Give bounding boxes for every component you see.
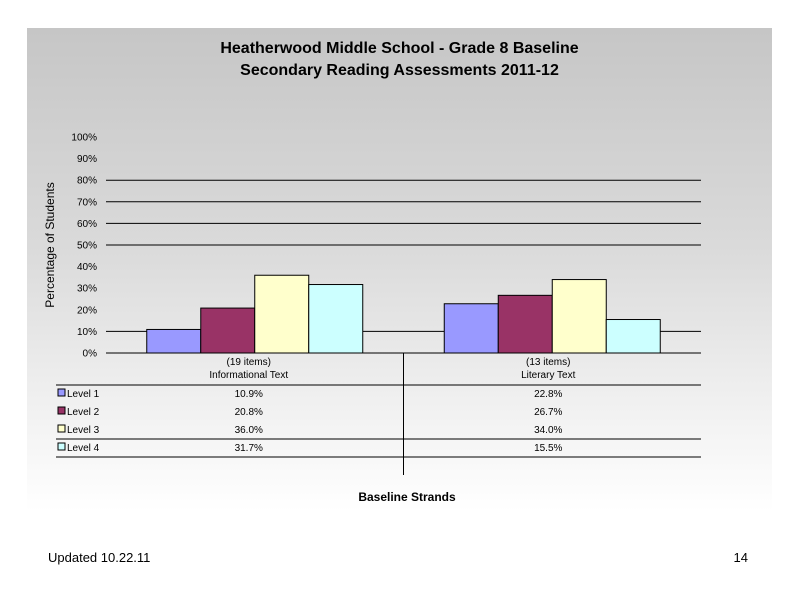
y-tick-label: 100% — [71, 133, 97, 144]
legend-swatch-level-2 — [57, 406, 66, 415]
y-tick-label: 90% — [77, 154, 97, 165]
bar-level-2-1 — [200, 307, 256, 354]
bar-level-3-2 — [551, 279, 607, 354]
y-tick-label: 80% — [77, 176, 97, 187]
data-label: 34.0% — [534, 425, 562, 436]
y-tick-label: 30% — [77, 284, 97, 295]
y-tick-label: 0% — [83, 349, 98, 360]
data-label: 15.5% — [534, 443, 562, 454]
chart-title-line-1: Heatherwood Middle School - Grade 8 Base… — [220, 40, 579, 57]
category-name-label: Literary Text — [521, 370, 576, 381]
y-tick-label: 60% — [77, 219, 97, 230]
legend-label: Level 2 — [67, 407, 100, 418]
legend-swatch-level-1 — [57, 388, 66, 397]
data-label: 36.0% — [235, 425, 263, 436]
data-label: 26.7% — [534, 407, 562, 418]
data-label: 31.7% — [235, 443, 263, 454]
category-count-label: (19 items) — [227, 357, 271, 368]
footer-updated-date: Updated 10.22.11 — [48, 550, 151, 565]
y-tick-label: 10% — [77, 327, 97, 338]
data-label: 20.8% — [235, 407, 263, 418]
y-tick-label: 70% — [77, 197, 97, 208]
bar-level-2-2 — [497, 294, 553, 354]
category-count-label: (13 items) — [526, 357, 570, 368]
chart-title-line-2: Secondary Reading Assessments 2011-12 — [240, 62, 559, 79]
category-name-label: Informational Text — [209, 370, 288, 381]
legend-label: Level 1 — [67, 389, 100, 400]
chart-panel — [27, 28, 772, 512]
legend-label: Level 4 — [67, 443, 100, 454]
y-tick-label: 50% — [77, 241, 97, 252]
bar-level-1-2 — [443, 303, 499, 354]
y-tick-label: 40% — [77, 262, 97, 273]
data-label: 10.9% — [235, 389, 263, 400]
bar-level-1-1 — [146, 328, 202, 354]
legend-swatch-level-3 — [57, 424, 66, 433]
footer-page-number: 14 — [733, 550, 748, 565]
legend-label: Level 3 — [67, 425, 100, 436]
data-label: 22.8% — [534, 389, 562, 400]
y-axis-label: Percentage of Students — [43, 182, 57, 307]
bar-level-4-2 — [605, 319, 661, 354]
bar-level-4-1 — [308, 284, 364, 354]
legend-swatch-level-4 — [57, 442, 66, 451]
bar-level-3-1 — [254, 274, 310, 354]
x-axis-label: Baseline Strands — [358, 490, 456, 504]
y-tick-label: 20% — [77, 305, 97, 316]
